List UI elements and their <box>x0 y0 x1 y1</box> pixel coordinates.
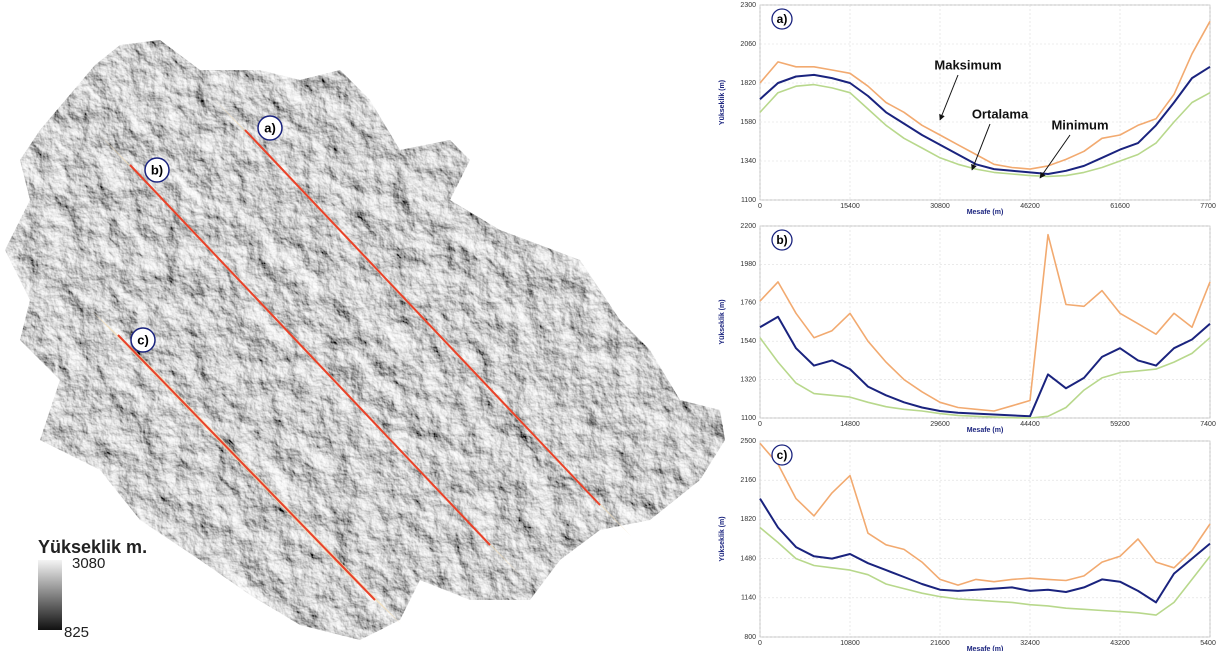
y-tick-label: 800 <box>744 634 756 641</box>
y-tick-label: 1980 <box>740 261 756 268</box>
legend-title: Yükseklik m. <box>38 537 147 557</box>
x-axis-label: Mesafe (m) <box>967 427 1004 434</box>
figure: a) b) c) Yükseklik m. 3080 825 1100 1340 1… <box>0 0 1216 651</box>
swath-label: b) <box>151 162 163 177</box>
annotation: Ortalama <box>972 106 1029 121</box>
y-tick-label: 1340 <box>740 158 756 165</box>
y-tick-label: 1580 <box>740 119 756 126</box>
x-tick-label: 46200 <box>1020 203 1040 210</box>
y-axis-label: Yükseklik (m) <box>719 299 726 344</box>
y-tick-label: 1100 <box>741 197 756 204</box>
y-axis-label: Yükseklik (m) <box>719 516 726 561</box>
y-tick-label: 2160 <box>740 477 756 484</box>
y-tick-label: 2060 <box>740 41 756 48</box>
chart-title: c) <box>777 448 788 462</box>
y-tick-label: 1760 <box>740 300 756 307</box>
x-tick-label: 54000 <box>1200 640 1216 647</box>
y-tick-label: 2500 <box>740 438 756 445</box>
y-tick-label: 2200 <box>740 223 756 230</box>
y-tick-label: 1820 <box>740 516 756 523</box>
x-tick-label: 14800 <box>840 421 860 428</box>
x-tick-label: 44400 <box>1020 421 1040 428</box>
legend-min: 825 <box>64 624 89 641</box>
annotation: Maksimum <box>934 57 1001 72</box>
plot-area <box>760 441 1210 637</box>
x-tick-label: 0 <box>758 640 762 647</box>
x-tick-label: 15400 <box>840 203 860 210</box>
color-ramp <box>38 560 62 630</box>
x-tick-label: 21600 <box>930 640 950 647</box>
chart-title: b) <box>776 233 787 247</box>
x-tick-label: 0 <box>758 203 762 210</box>
legend-max: 3080 <box>72 555 105 572</box>
chart-title: a) <box>777 12 788 26</box>
x-tick-label: 0 <box>758 421 762 428</box>
x-axis-label: Mesafe (m) <box>967 646 1004 651</box>
x-tick-label: 59200 <box>1110 421 1130 428</box>
y-tick-label: 2300 <box>740 2 756 9</box>
y-tick-label: 1480 <box>740 555 756 562</box>
y-tick-label: 1320 <box>740 376 756 383</box>
x-tick-label: 29600 <box>930 421 950 428</box>
y-tick-label: 1540 <box>740 338 756 345</box>
y-axis-label: Yükseklik (m) <box>719 80 726 125</box>
plot-area <box>760 226 1210 418</box>
y-tick-label: 1820 <box>740 80 756 87</box>
x-axis-label: Mesafe (m) <box>967 209 1004 216</box>
x-tick-label: 30800 <box>930 203 950 210</box>
map: a) b) c) Yükseklik m. 3080 825 <box>5 40 725 641</box>
swath-label: c) <box>137 332 149 347</box>
swath-label: a) <box>264 120 276 135</box>
x-tick-label: 32400 <box>1020 640 1040 647</box>
x-tick-label: 43200 <box>1110 640 1130 647</box>
x-tick-label: 61600 <box>1110 203 1130 210</box>
y-tick-label: 1140 <box>741 595 756 602</box>
y-tick-label: 1100 <box>741 415 756 422</box>
annotation: Minimum <box>1051 117 1108 132</box>
x-tick-label: 77000 <box>1200 203 1216 210</box>
x-tick-label: 74000 <box>1200 421 1216 428</box>
x-tick-label: 10800 <box>840 640 860 647</box>
